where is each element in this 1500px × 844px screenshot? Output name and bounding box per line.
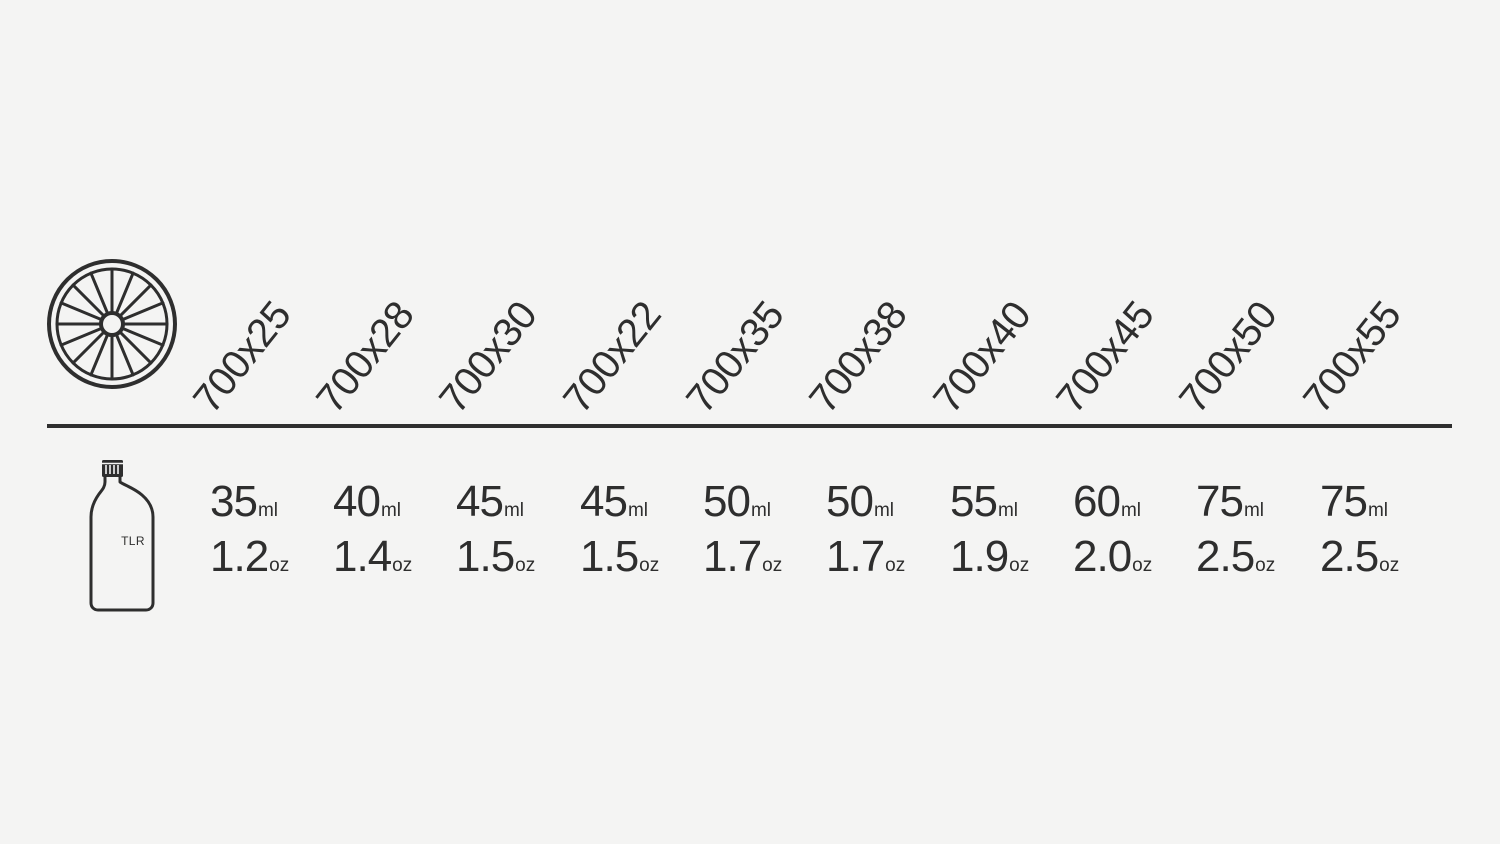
volume-imperial-value: 2.5: [1196, 532, 1255, 581]
volume-cell: 35ml 1.2oz: [210, 480, 333, 600]
volume-cell: 60ml 2.0oz: [1073, 480, 1196, 600]
volume-metric: 45ml: [456, 480, 524, 524]
volume-imperial-value: 1.7: [826, 532, 885, 581]
volume-metric-unit: ml: [503, 500, 525, 521]
volume-imperial-value: 1.5: [580, 532, 639, 581]
tire-size-header: 700x40: [925, 293, 1040, 422]
tire-size-header: 700x55: [1295, 293, 1410, 422]
volume-metric-value: 55: [950, 477, 998, 526]
volume-imperial-unit: oz: [1255, 555, 1276, 576]
volume-imperial: 1.9oz: [950, 535, 1029, 579]
volume-metric-unit: ml: [997, 500, 1019, 521]
volume-imperial-value: 1.7: [703, 532, 762, 581]
volume-metric-value: 35: [210, 477, 258, 526]
volume-imperial: 1.5oz: [580, 535, 659, 579]
volume-values-row: 35ml 1.2oz 40ml 1.4oz 45ml 1.5oz 45: [0, 480, 1500, 600]
volume-metric-unit: ml: [873, 500, 895, 521]
volume-metric-unit: ml: [1367, 500, 1389, 521]
volume-imperial: 1.5oz: [456, 535, 535, 579]
volume-metric: 40ml: [333, 480, 401, 524]
volume-imperial-value: 2.0: [1073, 532, 1132, 581]
volume-imperial-unit: oz: [515, 555, 536, 576]
volume-metric-value: 45: [456, 477, 504, 526]
volume-imperial-value: 1.9: [950, 532, 1009, 581]
tire-size-header: 700x28: [308, 293, 423, 422]
volume-cell: 55ml 1.9oz: [950, 480, 1073, 600]
volume-cell: 50ml 1.7oz: [826, 480, 949, 600]
tire-size-header: 700x38: [801, 293, 916, 422]
volume-metric-unit: ml: [1243, 500, 1265, 521]
volume-metric: 75ml: [1196, 480, 1264, 524]
volume-metric-unit: ml: [380, 500, 402, 521]
header-divider: [47, 424, 1452, 428]
tire-size-header: 700x35: [678, 293, 793, 422]
volume-cell: 45ml 1.5oz: [580, 480, 703, 600]
sealant-bottle-icon: [76, 455, 168, 615]
volume-metric: 45ml: [580, 480, 648, 524]
volume-metric: 50ml: [703, 480, 771, 524]
volume-metric-value: 50: [703, 477, 751, 526]
volume-imperial: 2.5oz: [1320, 535, 1399, 579]
volume-imperial-unit: oz: [269, 555, 290, 576]
volume-metric-value: 50: [826, 477, 874, 526]
volume-cell: 75ml 2.5oz: [1196, 480, 1319, 600]
volume-imperial-unit: oz: [762, 555, 783, 576]
tire-size-header: 700x25: [185, 293, 300, 422]
volume-cell: 45ml 1.5oz: [456, 480, 579, 600]
volume-imperial: 1.2oz: [210, 535, 289, 579]
volume-cell: 50ml 1.7oz: [703, 480, 826, 600]
volume-imperial-unit: oz: [1132, 555, 1153, 576]
volume-imperial-unit: oz: [392, 555, 413, 576]
volume-imperial-value: 2.5: [1320, 532, 1379, 581]
tire-size-header-row: 700x25 700x28 700x30 700x22 700x35 700x3…: [0, 220, 1500, 422]
bicycle-wheel-icon: [46, 258, 178, 390]
volume-metric-value: 45: [580, 477, 628, 526]
tire-size-header: 700x50: [1171, 293, 1286, 422]
volume-metric-value: 75: [1196, 477, 1244, 526]
volume-imperial: 1.7oz: [703, 535, 782, 579]
tire-size-header: 700x45: [1048, 293, 1163, 422]
volume-metric-value: 75: [1320, 477, 1368, 526]
volume-imperial-unit: oz: [1009, 555, 1030, 576]
volume-imperial: 2.5oz: [1196, 535, 1275, 579]
volume-imperial-value: 1.4: [333, 532, 392, 581]
tire-size-header: 700x30: [431, 293, 546, 422]
bottle-brand-label: TLR: [121, 534, 145, 548]
volume-imperial: 2.0oz: [1073, 535, 1152, 579]
volume-metric: 55ml: [950, 480, 1018, 524]
volume-imperial-unit: oz: [885, 555, 906, 576]
volume-imperial-value: 1.5: [456, 532, 515, 581]
tire-size-header: 700x22: [555, 293, 670, 422]
volume-metric: 60ml: [1073, 480, 1141, 524]
volume-metric-unit: ml: [627, 500, 649, 521]
volume-metric-value: 40: [333, 477, 381, 526]
volume-metric-unit: ml: [750, 500, 772, 521]
volume-metric-unit: ml: [257, 500, 279, 521]
volume-imperial-unit: oz: [1379, 555, 1400, 576]
volume-metric-value: 60: [1073, 477, 1121, 526]
volume-metric: 50ml: [826, 480, 894, 524]
volume-cell: 40ml 1.4oz: [333, 480, 456, 600]
volume-metric-unit: ml: [1120, 500, 1142, 521]
volume-imperial: 1.4oz: [333, 535, 412, 579]
volume-metric: 75ml: [1320, 480, 1388, 524]
volume-imperial: 1.7oz: [826, 535, 905, 579]
volume-cell: 75ml 2.5oz: [1320, 480, 1443, 600]
volume-imperial-value: 1.2: [210, 532, 269, 581]
volume-metric: 35ml: [210, 480, 278, 524]
volume-imperial-unit: oz: [639, 555, 660, 576]
